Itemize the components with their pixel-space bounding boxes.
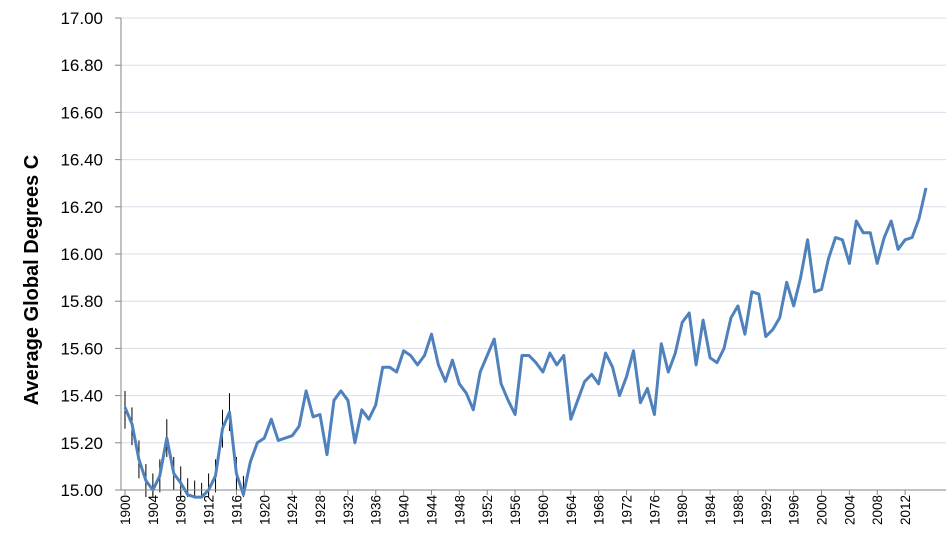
x-tick-label: 1976 <box>647 495 662 525</box>
y-tick-label: 15.80 <box>60 292 103 311</box>
x-tick-label: 1936 <box>369 495 384 525</box>
y-tick-label: 15.20 <box>60 434 103 453</box>
x-tick-label: 2004 <box>842 495 857 526</box>
x-tick-label: 1972 <box>619 495 634 525</box>
y-tick-label: 17.00 <box>60 9 103 28</box>
gridlines <box>121 17 946 444</box>
x-tick-label: 1992 <box>759 495 774 525</box>
x-tick-label: 1964 <box>564 495 579 526</box>
x-tick-label: 2008 <box>870 495 885 525</box>
x-tick-label: 1940 <box>397 495 412 525</box>
x-tick-label: 1956 <box>508 495 523 525</box>
x-tick-label: 1928 <box>313 495 328 525</box>
x-tick-label: 1968 <box>592 495 607 525</box>
y-tick-label: 16.00 <box>60 245 103 264</box>
y-tick-label: 16.20 <box>60 198 103 217</box>
x-tick-label: 1900 <box>118 495 133 525</box>
y-tick-label: 16.80 <box>60 56 103 75</box>
x-tick-label: 1924 <box>285 495 300 526</box>
x-tick-label: 1980 <box>675 495 690 525</box>
x-tick-label: 1988 <box>731 495 746 525</box>
x-tick-label: 1948 <box>452 495 467 525</box>
x-tick-label: 1932 <box>341 495 356 525</box>
x-tick-label: 2012 <box>898 495 913 525</box>
y-tick-label: 16.40 <box>60 151 103 170</box>
y-tick-label: 16.60 <box>60 103 103 122</box>
series-line <box>123 187 928 499</box>
x-tick-label: 1904 <box>146 495 161 526</box>
y-axis-tick-labels: 15.00 15.20 15.40 15.60 15.80 16.00 16.20 16.40… <box>60 9 121 500</box>
x-tick-label: 2000 <box>815 495 830 525</box>
x-tick-label: 1912 <box>202 495 217 525</box>
y-tick-label: 15.00 <box>60 481 103 500</box>
x-axis-tick-labels: 1900 1904 1908 1912 1916 1920 1924 1928 1932 1936… <box>118 490 913 525</box>
x-tick-label: 1984 <box>703 495 718 526</box>
y-axis-label: Average Global Degrees C <box>21 155 43 405</box>
x-tick-label: 1916 <box>229 495 244 525</box>
x-tick-label: 1960 <box>536 495 551 525</box>
y-tick-label: 15.40 <box>60 387 103 406</box>
error-bars <box>124 390 244 498</box>
x-tick-label: 1944 <box>424 495 439 526</box>
y-tick-label: 15.60 <box>60 339 103 358</box>
x-tick-label: 1920 <box>257 495 272 525</box>
x-tick-label: 1952 <box>480 495 495 525</box>
x-tick-label: 1996 <box>787 495 802 525</box>
x-tick-label: 1908 <box>174 495 189 525</box>
